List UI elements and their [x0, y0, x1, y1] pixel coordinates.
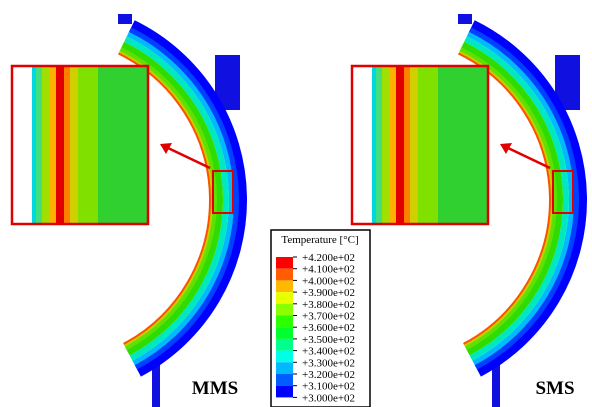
legend-label: +3.800e+02	[302, 299, 355, 311]
legend-label: +3.100e+02	[302, 381, 355, 393]
legend-swatch	[276, 280, 293, 292]
legend-label: +4.100e+02	[302, 264, 355, 276]
zoom-stripe	[78, 66, 98, 224]
legend-swatch	[276, 339, 293, 351]
zoom-stripe	[56, 66, 64, 224]
panel: SMS	[352, 14, 581, 407]
panel-label: SMS	[535, 378, 574, 399]
zoom-stripe	[98, 66, 148, 224]
legend-swatch	[276, 327, 293, 339]
legend-label: +3.700e+02	[302, 311, 355, 323]
legend-swatch	[276, 362, 293, 374]
zoom-stripe	[352, 66, 372, 224]
legend-label: +3.200e+02	[302, 369, 355, 381]
zoom-stripe	[390, 66, 396, 224]
legend-swatch	[276, 269, 293, 281]
legend-label: +3.600e+02	[302, 322, 355, 334]
zoom-stripe	[418, 66, 438, 224]
legend-swatch	[276, 316, 293, 328]
support	[458, 14, 472, 24]
zoom-stripe	[438, 66, 488, 224]
legend-swatch	[276, 386, 293, 398]
zoom-stripe	[410, 66, 418, 224]
zoom-stripe	[64, 66, 70, 224]
panel: MMS	[12, 14, 241, 407]
legend-swatch	[276, 292, 293, 304]
legend-title: Temperature [°C]	[281, 234, 358, 246]
legend-swatch	[276, 374, 293, 386]
zoom-stripe	[42, 66, 50, 224]
legend-swatch	[276, 257, 293, 269]
legend-label: +3.400e+02	[302, 346, 355, 358]
legend-label: +3.300e+02	[302, 357, 355, 369]
legend-label: +4.000e+02	[302, 275, 355, 287]
zoom-stripe	[12, 66, 32, 224]
legend: +4.200e+02+4.100e+02+4.000e+02+3.900e+02…	[276, 252, 355, 404]
zoom-stripe	[50, 66, 56, 224]
zoom-stripe	[396, 66, 404, 224]
legend-label: +4.200e+02	[302, 252, 355, 264]
legend-label: +3.900e+02	[302, 287, 355, 299]
zoom-stripe	[372, 66, 376, 224]
panel-label: MMS	[192, 378, 238, 399]
zoom-stripe	[376, 66, 382, 224]
zoom-stripe	[36, 66, 42, 224]
figure: MMS SMS Temperature [°C] +4.200e+02+4.10…	[0, 0, 592, 407]
legend-label: +3.500e+02	[302, 334, 355, 346]
support	[118, 14, 132, 24]
zoom-stripe	[382, 66, 390, 224]
legend-swatch	[276, 304, 293, 316]
legend-swatch	[276, 351, 293, 363]
zoom-stripe	[404, 66, 410, 224]
legend-label: +3.000e+02	[302, 392, 355, 404]
zoom-stripe	[70, 66, 78, 224]
zoom-stripe	[32, 66, 36, 224]
